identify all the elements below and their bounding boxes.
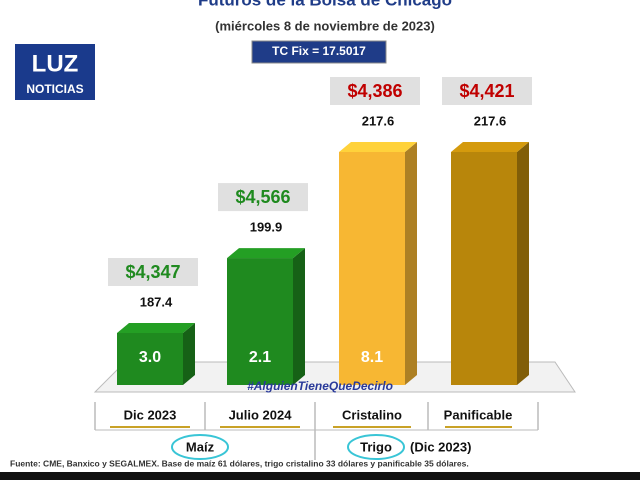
value-label: 217.6 [362,113,395,128]
price-box [108,258,198,286]
change-label: 2.1 [249,349,271,366]
value-label: 199.9 [250,220,283,235]
logo [15,44,95,100]
bar-side [517,142,529,385]
exchange-rate: TC Fix = 17.5017 [272,44,366,58]
bar [117,333,183,385]
bar-top [451,142,529,152]
exchange-rate-box [251,40,387,64]
x-tick-label: Julio 2024 [229,407,293,422]
x-tick-label: Cristalino [342,407,402,422]
change-label: 8.1 [361,349,383,366]
value-label: 217.6 [474,113,507,128]
bar [227,258,293,385]
bar [451,152,517,385]
watermark: #AlguienTieneQueDecirlo [247,379,393,393]
logo-text: NOTICIAS [26,82,83,96]
price-box [330,77,420,105]
bar-side [405,142,417,385]
bar-top [339,142,417,152]
price-box [442,77,532,105]
bar-side [293,248,305,385]
price-label: $4,566 [235,187,290,207]
bar [339,152,405,385]
group-note: (Dic 2023) [410,439,471,454]
logo-text: LUZ [32,50,79,77]
chart-subtitle: (miércoles 8 de noviembre de 2023) [215,18,435,33]
group-highlight [171,434,229,460]
group-label: Trigo [360,439,392,454]
price-box [218,183,308,212]
bottom-bar [0,472,640,480]
value-label: 187.4 [140,294,173,309]
bar-side [183,323,195,385]
change-label: 3.0 [139,349,161,366]
source: Fuente: CME, Banxico y SEGALMEX. Base de… [10,458,469,468]
chart-title: Futuros de la Bolsa de Chicago [198,0,452,9]
group-highlight [347,434,405,460]
x-tick-label: Dic 2023 [124,407,177,422]
x-tick-label: Panificable [444,407,513,422]
group-label: Maíz [186,439,215,454]
bar-top [117,323,195,333]
bar-top [227,248,305,259]
price-label: $4,347 [125,262,180,282]
price-label: $4,386 [347,81,402,101]
price-label: $4,421 [459,81,514,101]
